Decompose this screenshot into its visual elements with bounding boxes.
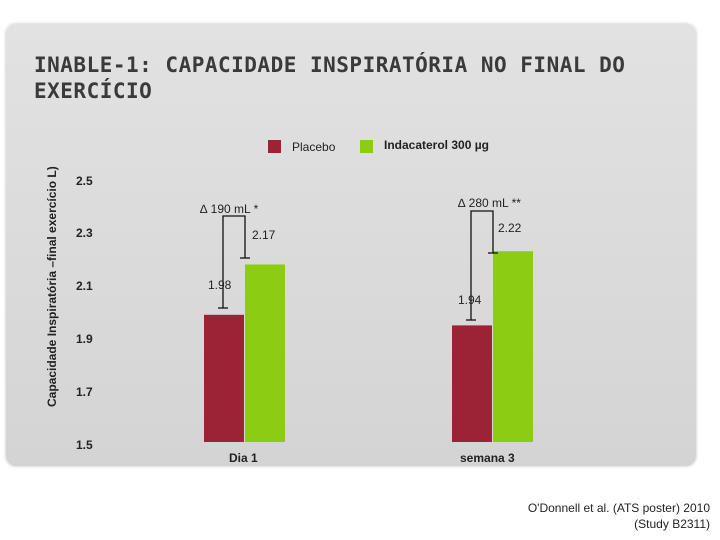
annotation-delta-semana3: ∆ 280 mL **: [458, 196, 521, 210]
data-label-placebo-dia1: 1.98: [208, 278, 232, 292]
y-tick-label: 2.1: [76, 279, 93, 293]
annotation-delta-dia1: ∆ 190 mL *: [200, 202, 259, 216]
bar-indacaterol-dia1: [245, 264, 285, 442]
y-tick-label: 2.3: [76, 226, 93, 240]
page-title: INABLE-1: CAPACIDADE INSPIRATÓRIA NO FIN…: [34, 53, 626, 103]
y-tick-label: 1.5: [76, 438, 93, 452]
legend-swatch-placebo: [268, 140, 281, 153]
data-label-indacaterol-dia1: 2.17: [252, 228, 276, 242]
slide-frame: [6, 24, 696, 466]
y-tick-label: 2.5: [76, 174, 93, 188]
citation-line-1: O'Donnell et al. (ATS poster) 2010: [527, 501, 710, 515]
y-tick-label: 1.7: [76, 385, 93, 399]
citation: O'Donnell et al. (ATS poster) 2010 (Stud…: [528, 500, 710, 532]
legend-swatch-indacaterol: [360, 140, 373, 153]
legend-label-placebo: Placebo: [292, 140, 336, 154]
data-label-placebo-semana3: 1.94: [458, 293, 482, 307]
legend-label-indacaterol: Indacaterol 300 µg: [384, 138, 489, 152]
citation-line-2: (Study B2311): [634, 517, 710, 531]
bar-placebo-dia1: [204, 314, 244, 442]
bar-indacaterol-semana3: [493, 251, 533, 442]
bracket-semana3: [470, 210, 494, 320]
bracket-dia1: [222, 215, 246, 308]
bar-placebo-semana3: [452, 325, 492, 442]
x-category-label: semana 3: [460, 451, 515, 465]
x-category-label: Dia 1: [229, 451, 258, 465]
y-tick-label: 1.9: [76, 332, 93, 346]
data-label-indacaterol-semana3: 2.22: [498, 221, 522, 235]
